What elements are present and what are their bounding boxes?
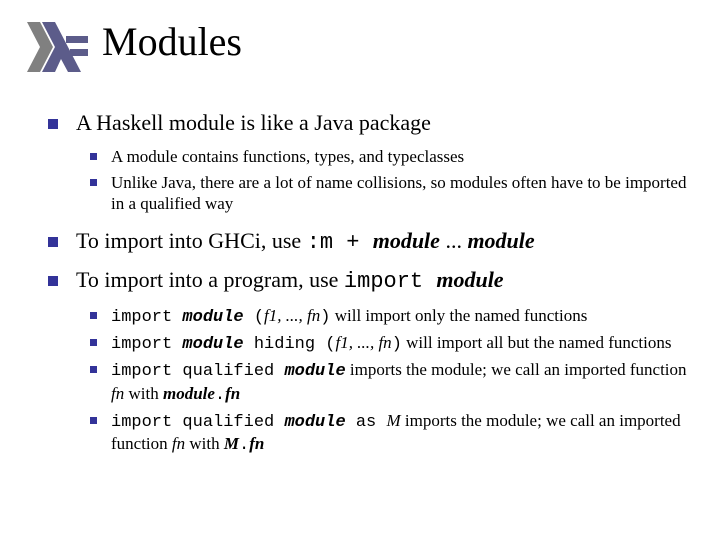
module-word: module <box>182 308 243 327</box>
slide-content: A Haskell module is like a Java package … <box>48 110 690 460</box>
code: . <box>215 386 225 405</box>
param: fn <box>111 384 124 403</box>
text: imports the module; we call an imported … <box>346 360 687 379</box>
param: fn <box>249 434 264 453</box>
bullet-text: import module (f1, ..., fn) will import … <box>111 305 587 328</box>
text: To import into a program, use <box>76 267 344 292</box>
module-word: module <box>284 362 345 381</box>
bullet-icon <box>90 153 97 160</box>
code: hiding <box>244 335 326 354</box>
code: ) <box>320 308 330 327</box>
bullet-text: import qualified module imports the modu… <box>111 359 690 406</box>
code: ( <box>325 335 335 354</box>
bullet-icon <box>90 417 97 424</box>
bullet-3-sub1: import module (f1, ..., fn) will import … <box>90 305 690 328</box>
bullet-icon <box>90 339 97 346</box>
bullet-3-sub4: import qualified module as M imports the… <box>90 410 690 457</box>
text: ... <box>440 228 468 253</box>
code: . <box>239 436 249 455</box>
bullet-1-sub1: A module contains functions, types, and … <box>90 146 690 167</box>
module-word: module <box>467 228 534 253</box>
code <box>244 308 254 327</box>
haskell-logo-icon <box>20 22 90 72</box>
bullet-3-sub3: import qualified module imports the modu… <box>90 359 690 406</box>
module-word: module <box>436 267 503 292</box>
code: import <box>111 335 182 354</box>
text: will import all but the named functions <box>402 333 672 352</box>
param: fn <box>307 306 320 325</box>
text: with <box>124 384 163 403</box>
bullet-icon <box>48 276 58 286</box>
param: f1 <box>335 333 348 352</box>
bullet-1: A Haskell module is like a Java package <box>48 110 690 136</box>
param: fn <box>378 333 391 352</box>
code: import qualified <box>111 362 284 381</box>
bullet-text: A module contains functions, types, and … <box>111 146 464 167</box>
text: , ..., <box>349 333 379 352</box>
text: , ..., <box>277 306 307 325</box>
param: M <box>224 434 239 453</box>
bullet-text: To import into GHCi, use :m + module ...… <box>76 228 535 256</box>
code: import <box>111 308 182 327</box>
module-word: module <box>182 335 243 354</box>
module-word: module <box>284 413 345 432</box>
code: ( <box>254 308 264 327</box>
text: with <box>185 434 224 453</box>
bullet-text: Unlike Java, there are a lot of name col… <box>111 172 690 215</box>
bullet-icon <box>90 312 97 319</box>
slide-title: Modules <box>102 18 242 65</box>
code: import <box>344 269 436 294</box>
bullet-text: import qualified module as M imports the… <box>111 410 690 457</box>
bullet-icon <box>48 119 58 129</box>
bullet-icon <box>48 237 58 247</box>
bullet-icon <box>90 179 97 186</box>
bullet-text: import module hiding (f1, ..., fn) will … <box>111 332 671 355</box>
param: M <box>386 411 400 430</box>
text: To import into GHCi, use <box>76 228 307 253</box>
code: :m + <box>307 230 373 255</box>
code: import qualified <box>111 413 284 432</box>
code: as <box>346 413 387 432</box>
param: fn <box>225 384 240 403</box>
bullet-3: To import into a program, use import mod… <box>48 267 690 295</box>
bullet-2: To import into GHCi, use :m + module ...… <box>48 228 690 256</box>
text: will import only the named functions <box>330 306 587 325</box>
bullet-text: To import into a program, use import mod… <box>76 267 504 295</box>
param: fn <box>172 434 185 453</box>
code: ) <box>392 335 402 354</box>
module-word: module <box>373 228 440 253</box>
bullet-icon <box>90 366 97 373</box>
module-word: module <box>163 384 215 403</box>
bullet-1-sub2: Unlike Java, there are a lot of name col… <box>90 172 690 215</box>
bullet-3-sub2: import module hiding (f1, ..., fn) will … <box>90 332 690 355</box>
param: f1 <box>264 306 277 325</box>
bullet-text: A Haskell module is like a Java package <box>76 110 431 136</box>
